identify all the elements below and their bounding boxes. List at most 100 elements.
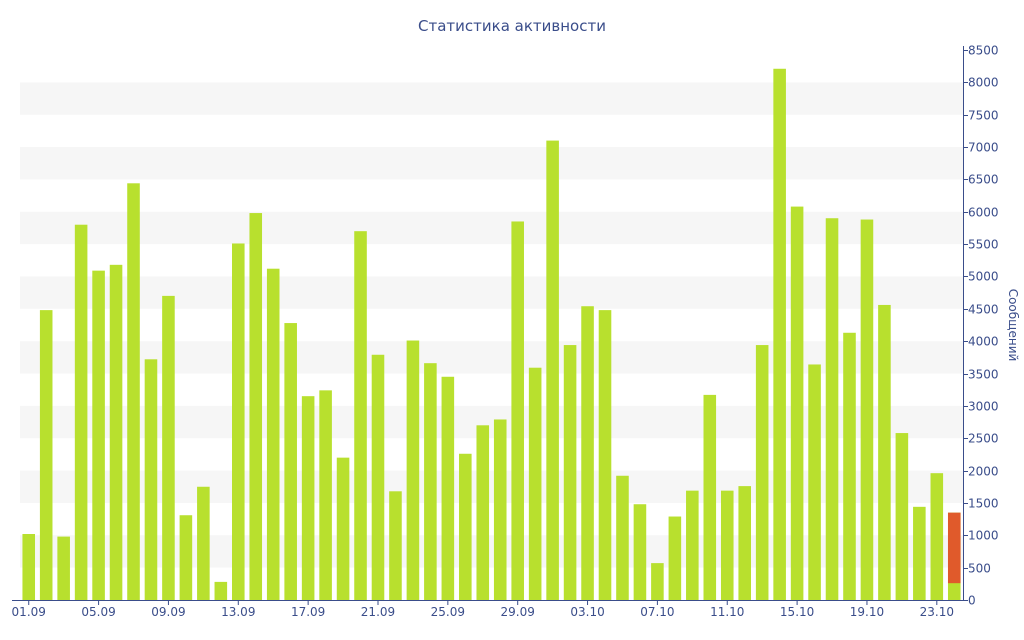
bar xyxy=(441,376,455,600)
x-tick-label: 21.09 xyxy=(361,605,395,619)
grid-band xyxy=(20,341,963,374)
bar xyxy=(284,323,297,600)
bar xyxy=(301,396,315,600)
x-tick-label: 05.09 xyxy=(81,605,115,619)
bar xyxy=(878,304,891,600)
bar xyxy=(790,206,804,600)
grid-band xyxy=(20,82,963,115)
y-tick-label: 2000 xyxy=(968,465,999,479)
x-tick-label: 25.09 xyxy=(431,605,465,619)
x-tick-label: 03.10 xyxy=(570,605,604,619)
bar xyxy=(493,419,507,600)
bar xyxy=(511,221,524,600)
y-tick-label: 5500 xyxy=(968,238,999,252)
bar xyxy=(581,306,594,600)
grid-band xyxy=(20,535,963,568)
bar xyxy=(109,264,123,600)
bar xyxy=(860,219,874,600)
highlighted-bar xyxy=(947,512,961,584)
grid-band xyxy=(20,211,963,245)
bar xyxy=(22,534,36,600)
bar xyxy=(651,563,664,600)
bar xyxy=(476,425,490,600)
bar xyxy=(913,506,926,600)
bar xyxy=(633,504,647,600)
y-tick-label: 500 xyxy=(968,562,991,576)
bar xyxy=(808,364,821,600)
x-tick-label: 09.09 xyxy=(151,605,185,619)
bars xyxy=(22,68,961,601)
bar xyxy=(249,213,263,600)
axes: 0 500 1000 1500 2000 2500 3000 3500 4000 4500 5000… xyxy=(12,44,999,620)
bar xyxy=(371,354,385,600)
y-tick-label: 4500 xyxy=(968,303,999,317)
x-tick-label: 11.10 xyxy=(710,605,744,619)
y-tick-label: 0 xyxy=(968,594,976,608)
grid-band xyxy=(20,405,963,439)
grid-bands xyxy=(20,82,963,568)
y-tick-label: 7000 xyxy=(968,141,999,155)
bar xyxy=(616,475,629,600)
y-tick-label: 4000 xyxy=(968,335,999,349)
y-tick-label: 1500 xyxy=(968,497,999,511)
bar xyxy=(179,515,193,600)
bar xyxy=(389,491,402,600)
bar xyxy=(528,367,542,600)
bar xyxy=(773,68,786,600)
x-tick-label: 15.10 xyxy=(780,605,814,619)
bar xyxy=(424,363,437,600)
bar xyxy=(127,183,140,600)
bar xyxy=(598,310,612,600)
bar xyxy=(57,536,70,600)
y-axis-title: Сообщений xyxy=(1006,289,1020,362)
bar xyxy=(459,453,472,600)
bar xyxy=(197,486,210,600)
bar xyxy=(825,218,839,600)
bar xyxy=(546,140,559,600)
bar xyxy=(703,394,717,600)
bar xyxy=(563,345,577,600)
bar xyxy=(930,473,944,600)
x-tick-label: 29.09 xyxy=(501,605,535,619)
x-tick-label: 17.09 xyxy=(291,605,325,619)
x-tick-label: 01.09 xyxy=(12,605,46,619)
bar xyxy=(214,581,228,600)
grid-band xyxy=(20,470,963,503)
bar xyxy=(406,340,420,600)
bar xyxy=(738,486,751,600)
y-tick-label: 6000 xyxy=(968,206,999,220)
y-tick-label: 7500 xyxy=(968,109,999,123)
grid-band xyxy=(20,147,963,180)
bar xyxy=(336,457,350,600)
y-tick-label: 5000 xyxy=(968,270,999,284)
bar xyxy=(668,516,682,600)
bar xyxy=(266,268,280,600)
y-tick-label: 3000 xyxy=(968,400,999,414)
chart-title: Статистика активности xyxy=(418,17,606,35)
y-tick-label: 2500 xyxy=(968,432,999,446)
bar xyxy=(319,390,332,600)
bar xyxy=(39,310,53,600)
y-tick-label: 3500 xyxy=(968,368,999,382)
y-tick-label: 6500 xyxy=(968,173,999,187)
bar xyxy=(92,270,105,600)
y-tick-label: 8000 xyxy=(968,76,999,90)
bar xyxy=(755,345,769,600)
bar xyxy=(843,332,856,600)
grid-band xyxy=(20,276,963,309)
bar xyxy=(232,243,245,600)
bar xyxy=(720,490,734,600)
bar xyxy=(354,231,367,601)
x-tick-label: 07.10 xyxy=(640,605,674,619)
bar xyxy=(162,295,175,600)
x-tick-label: 23.10 xyxy=(920,605,954,619)
bar xyxy=(144,359,158,600)
bar xyxy=(686,490,699,600)
bar xyxy=(895,433,909,600)
x-tick-label: 19.10 xyxy=(850,605,884,619)
y-tick-label: 8500 xyxy=(968,44,999,58)
y-tick-label: 1000 xyxy=(968,529,999,543)
x-tick-label: 13.09 xyxy=(221,605,255,619)
